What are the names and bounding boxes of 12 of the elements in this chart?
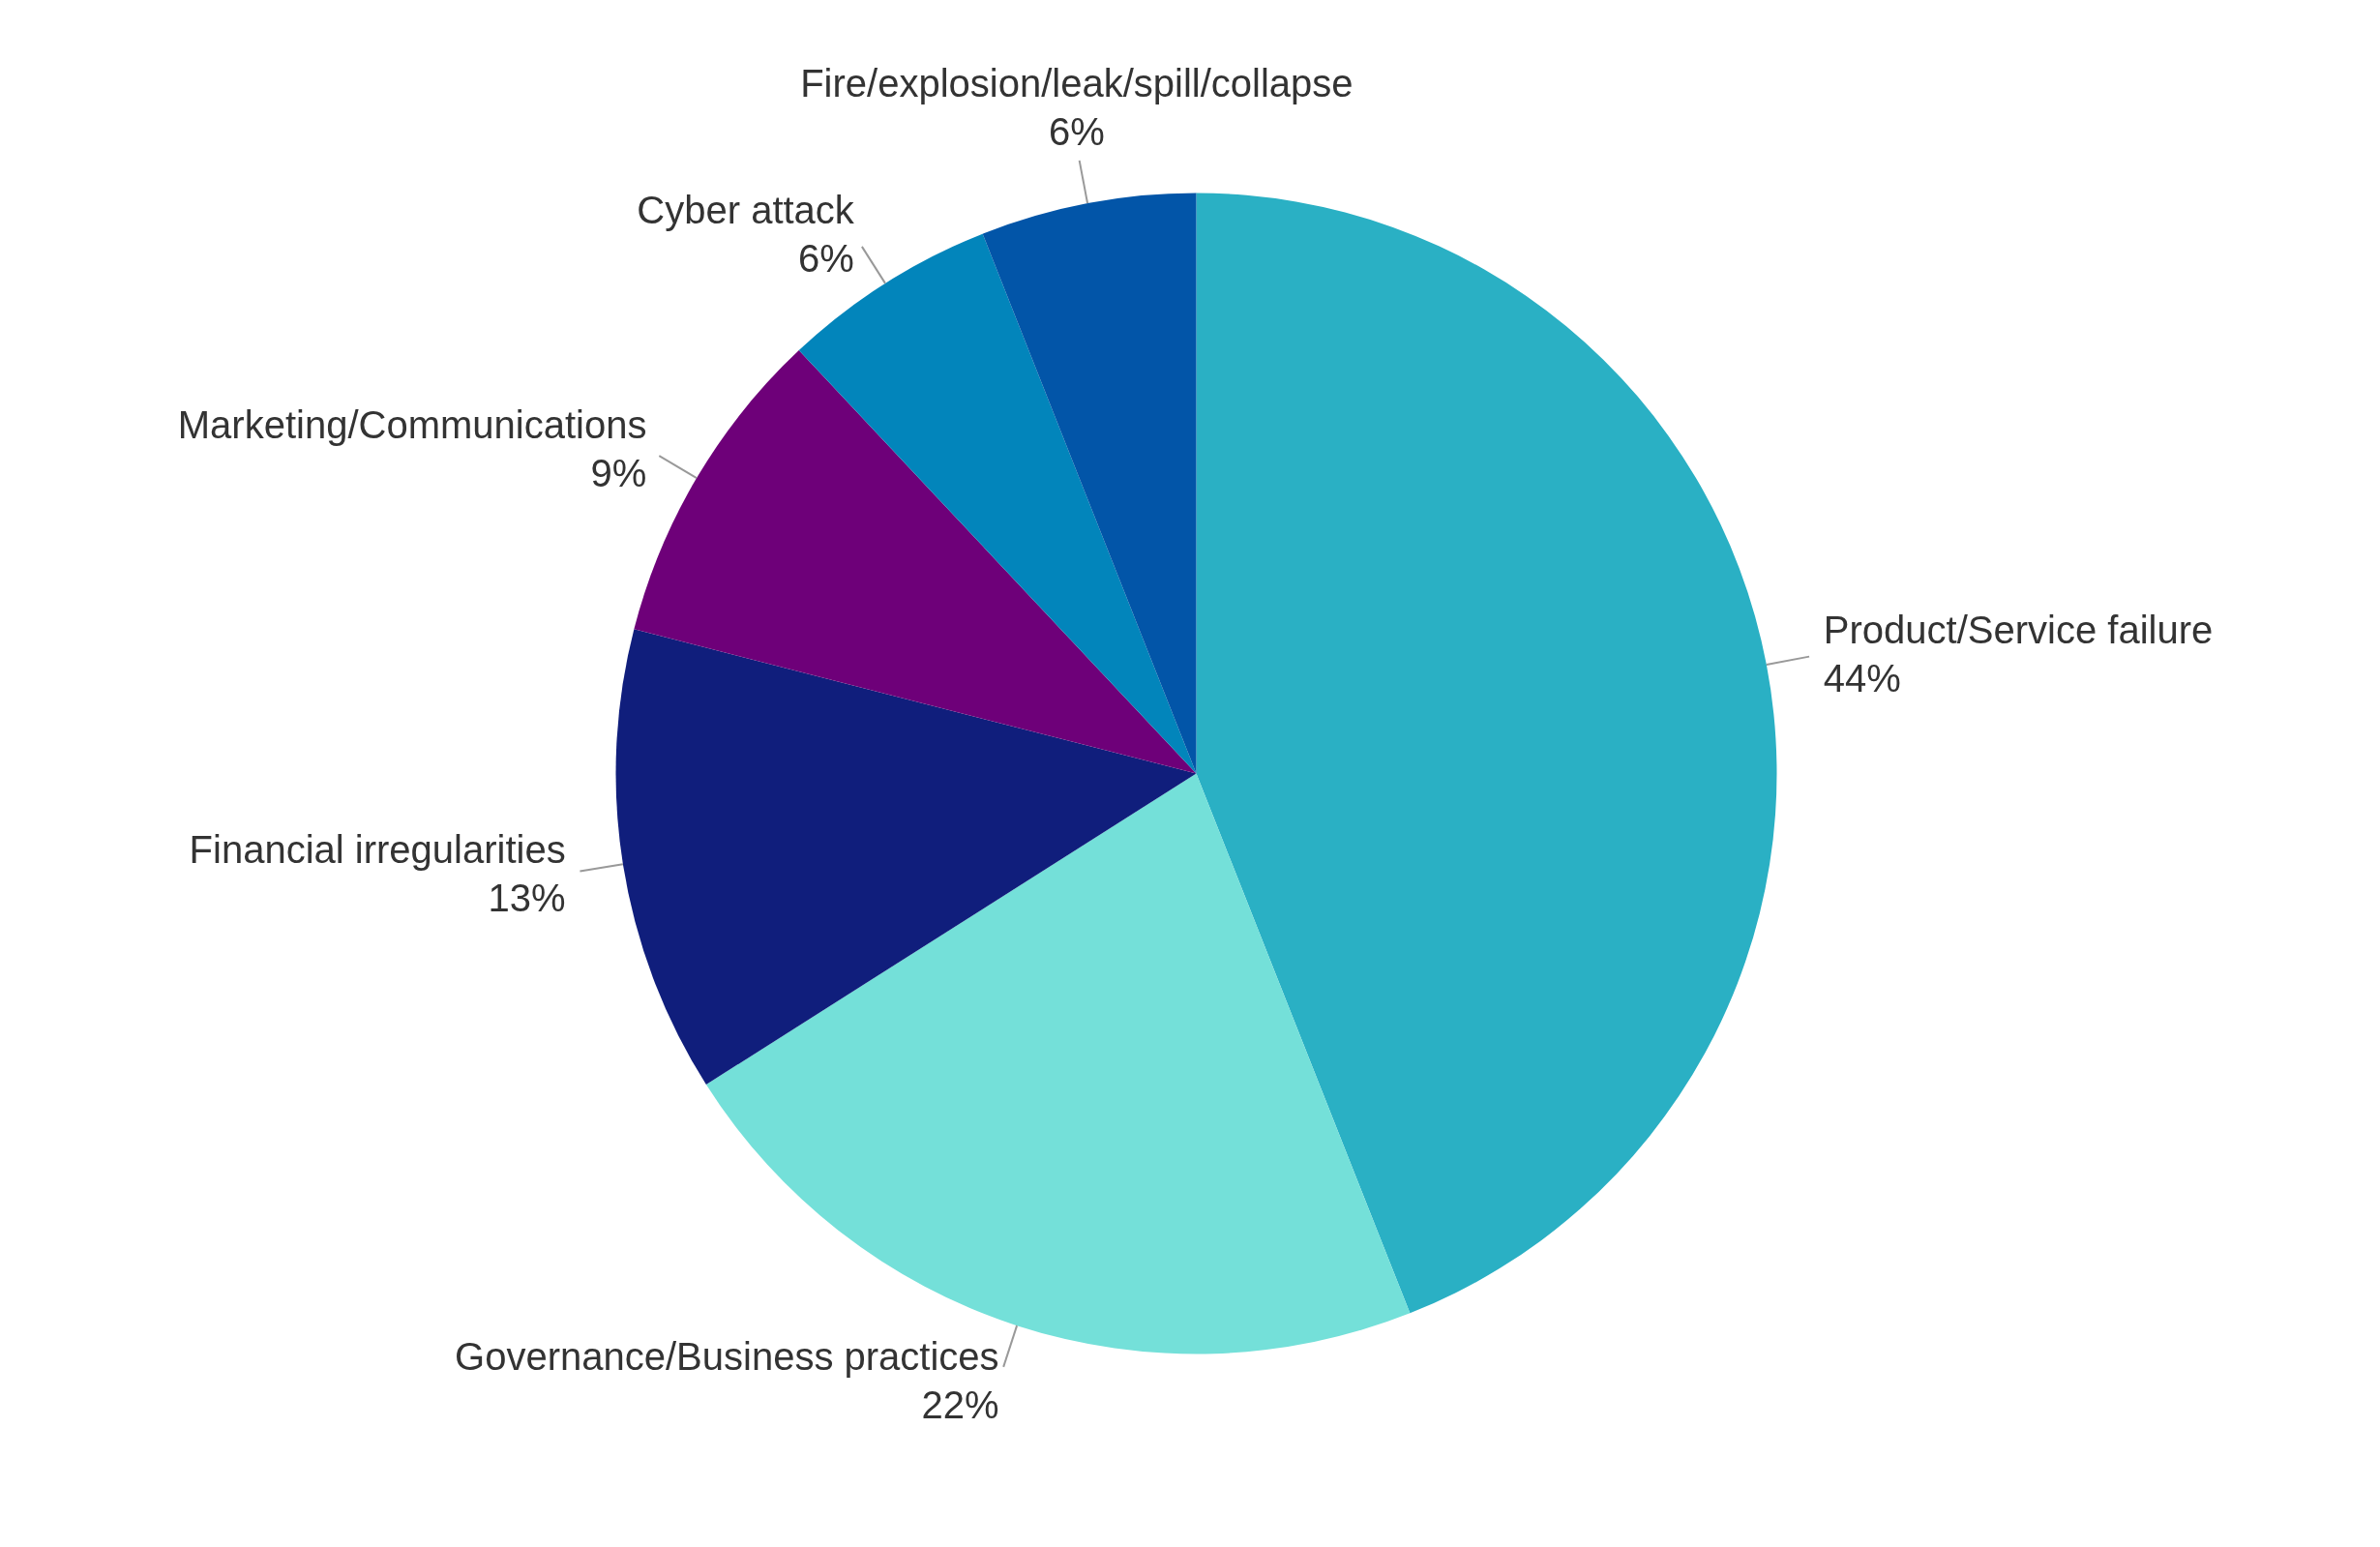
slice-label: Governance/Business practices — [455, 1335, 999, 1379]
data-label: 13% — [488, 876, 566, 919]
slice-label: Financial irregularities — [189, 827, 566, 871]
data-label: 44% — [1823, 656, 1901, 699]
data-label: 22% — [921, 1383, 999, 1427]
data-label: 6% — [1048, 110, 1105, 154]
slice-label: Fire/explosion/leak/spill/collapse — [800, 62, 1354, 105]
slice-label: Cyber attack — [637, 189, 855, 232]
data-label: 9% — [590, 451, 647, 494]
slice-label: Product/Service failure — [1823, 608, 2214, 651]
slice-label: Marketing/Communications — [177, 402, 647, 446]
data-label: 6% — [798, 237, 854, 281]
